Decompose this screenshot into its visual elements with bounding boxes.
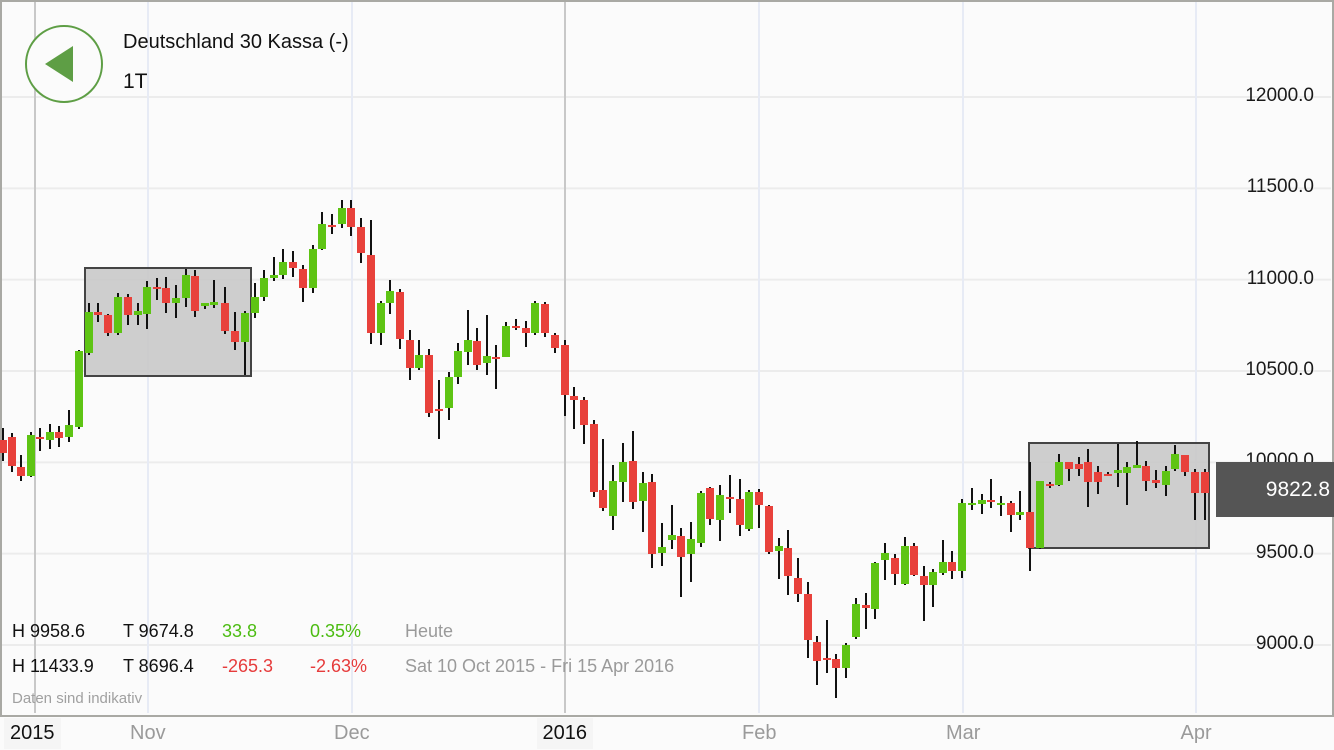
y-tick-label: 9000.0	[1255, 633, 1314, 654]
date-range-label: Sat 10 Oct 2015 - Fri 15 Apr 2016	[405, 656, 675, 676]
instrument-title: Deutschland 30 Kassa (-)	[123, 31, 349, 53]
disclaimer: Daten sind indikativ	[12, 690, 143, 707]
grid-lines	[2, 2, 1331, 713]
today-label: Heute	[405, 621, 454, 641]
candles	[0, 200, 1209, 698]
back-button[interactable]	[25, 25, 103, 103]
current-price-tag: 9822.8	[1216, 462, 1334, 517]
range-change: -265.3	[222, 656, 274, 676]
today-low: T 9674.8	[123, 621, 194, 641]
today-change: 33.8	[222, 621, 258, 641]
x-tick-label: Feb	[742, 722, 777, 744]
today-high: H 9958.6	[12, 621, 86, 641]
x-tick-label: Dec	[334, 722, 370, 744]
x-tick-label: Mar	[946, 722, 981, 744]
y-tick-label: 11000.0	[1246, 267, 1314, 289]
y-tick-label: 11500.0	[1246, 176, 1314, 198]
y-tick-label: 12000.0	[1245, 85, 1314, 106]
today-change-pct: 0.35%	[310, 621, 362, 641]
x-tick-label: Apr	[1180, 722, 1212, 744]
back-arrow-icon	[45, 46, 73, 82]
y-tick-label: 10500.0	[1245, 359, 1314, 380]
candlestick-chart[interactable]	[0, 0, 1334, 715]
x-tick-label: Nov	[130, 722, 166, 744]
x-tick-label: 2015	[4, 718, 61, 749]
period-label[interactable]: 1T	[123, 70, 148, 93]
range-low: T 8696.4	[123, 656, 194, 676]
x-tick-label: 2016	[536, 718, 593, 749]
range-change-pct: -2.63%	[310, 656, 368, 676]
y-tick-label: 9500.0	[1255, 541, 1314, 563]
range-high: H 11433.9	[12, 656, 94, 676]
